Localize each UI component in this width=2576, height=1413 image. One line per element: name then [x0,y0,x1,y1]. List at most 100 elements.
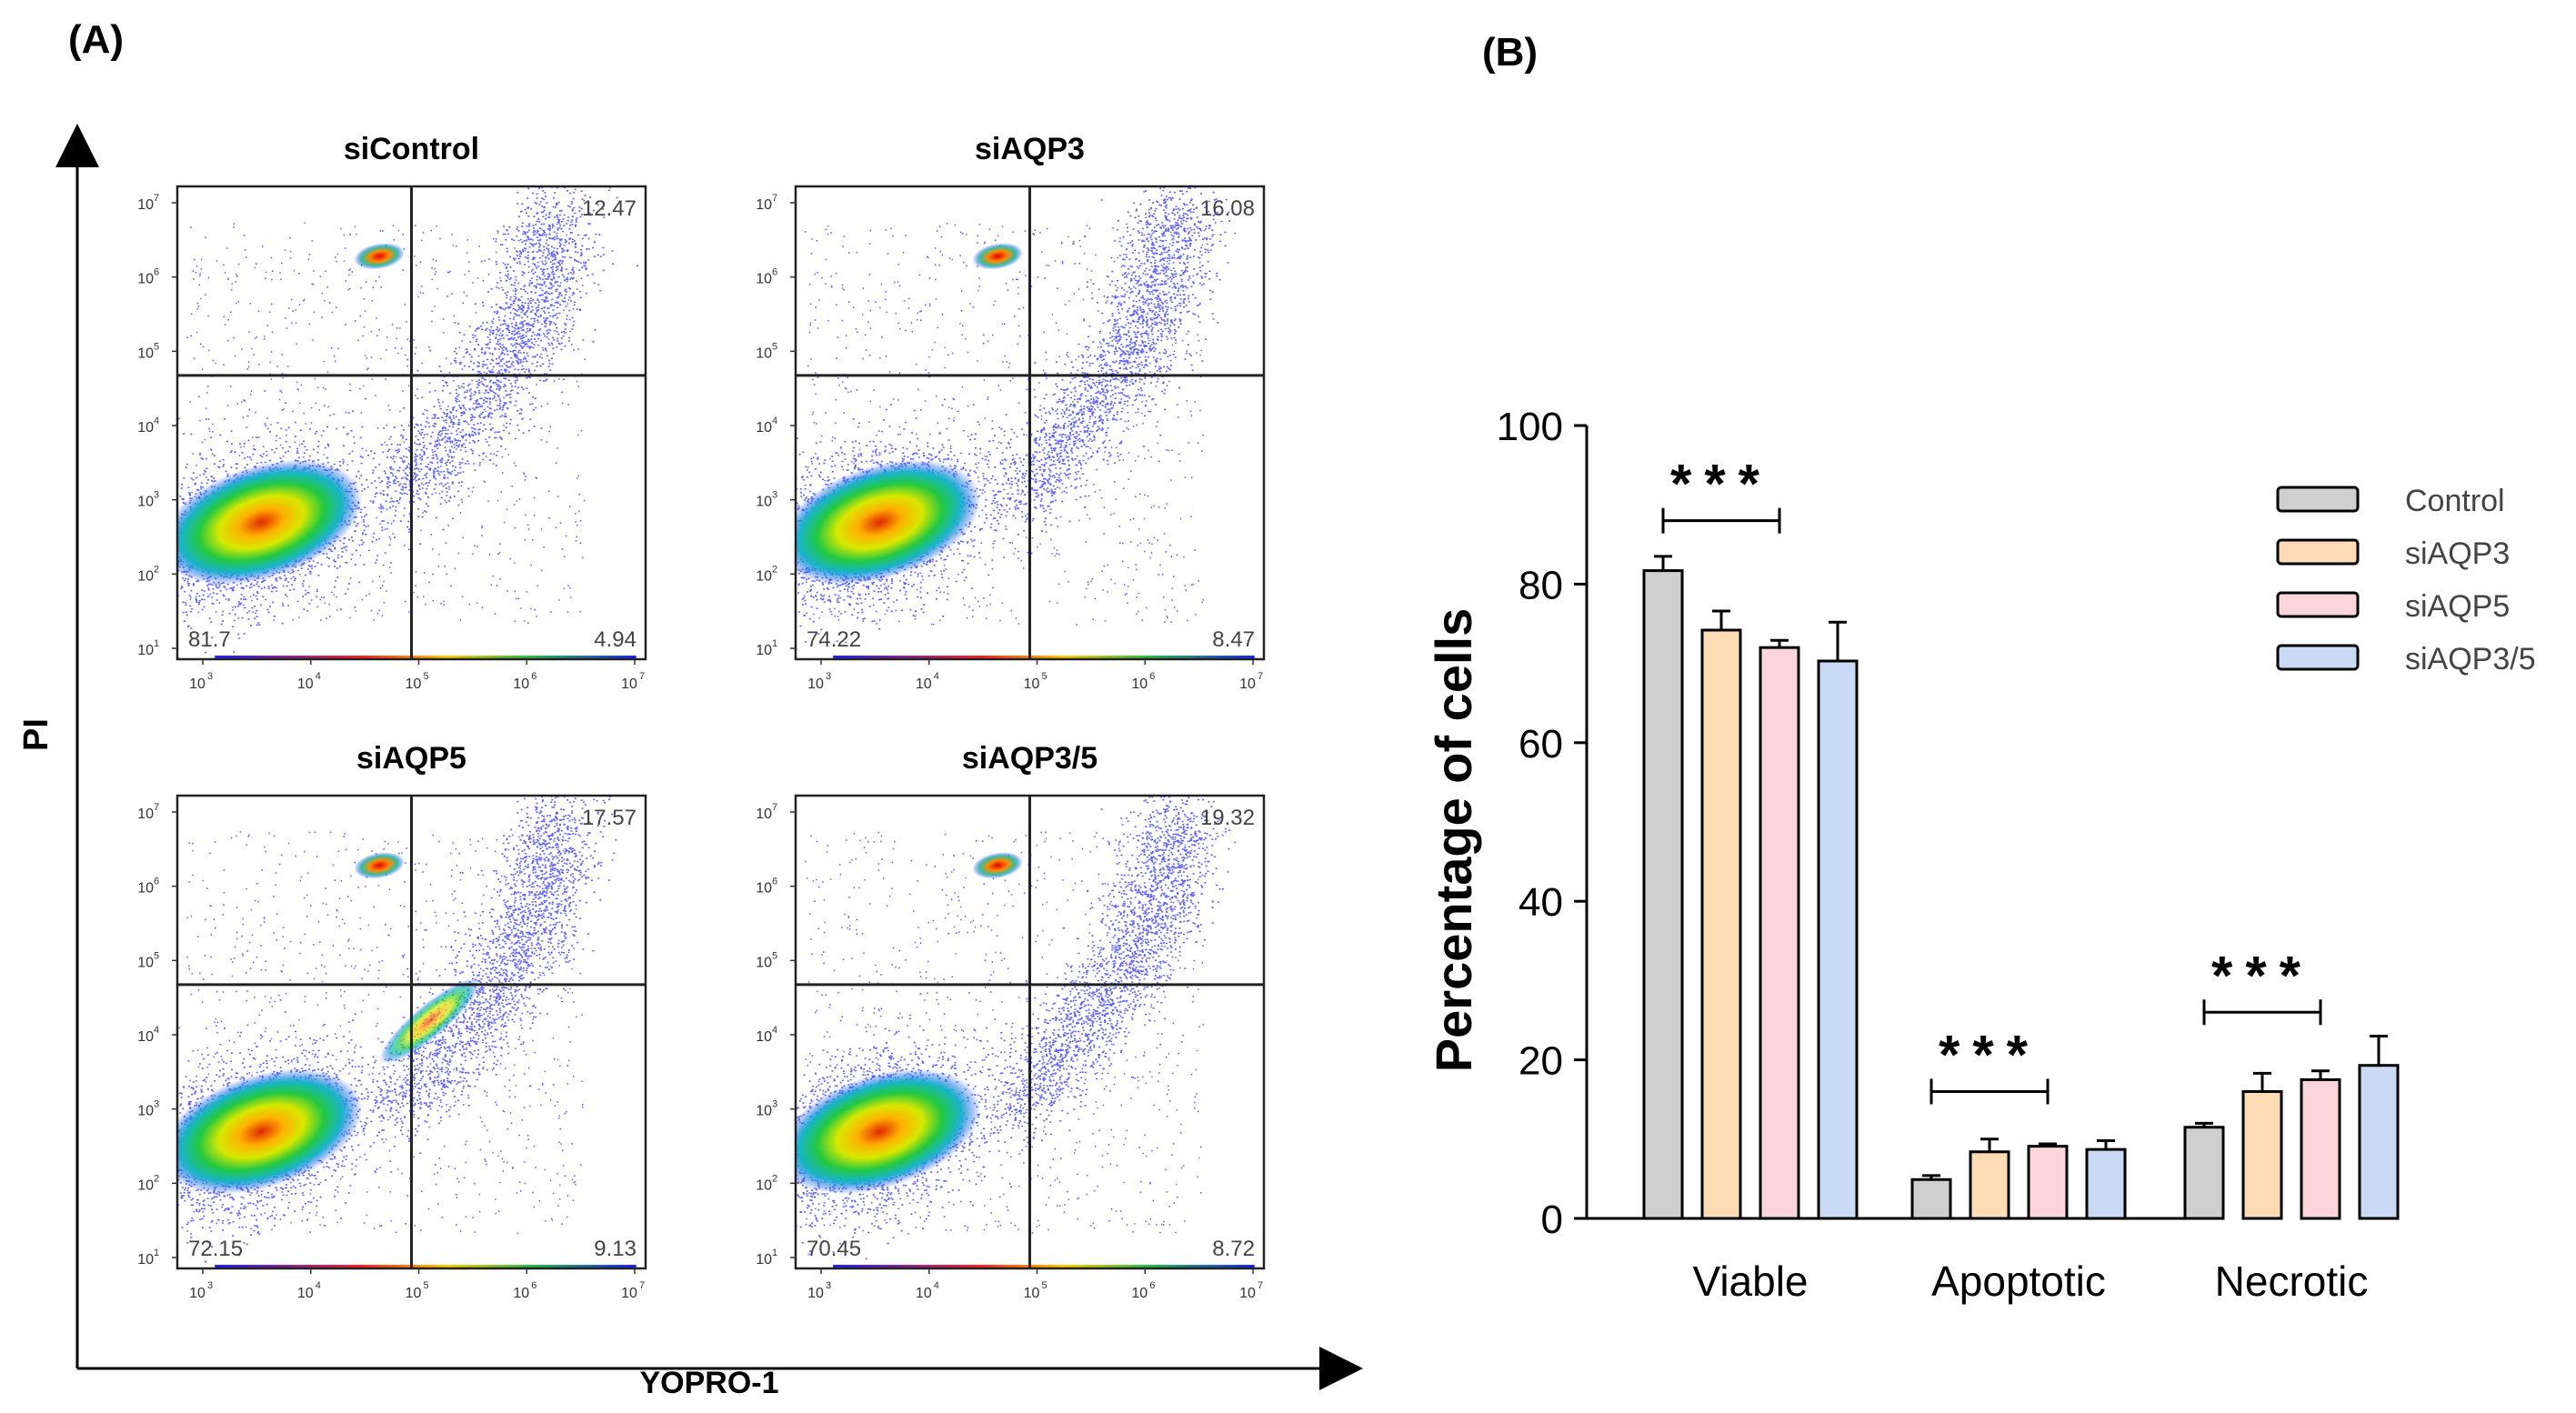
x-tick-exponent: 4 [316,671,321,682]
baseline-strip [215,1265,636,1268]
x-tick-exponent: 6 [1149,671,1155,682]
x-tick-label: 10 [621,1286,637,1301]
plot-title: siAQP5 [356,741,466,776]
y-tick-label: 10 [137,1104,154,1119]
y-tick-exponent: 3 [772,1099,777,1110]
x-tick-exponent: 7 [1258,1280,1263,1291]
y-tick-label: 10 [137,807,154,822]
legend-swatch [2276,486,2360,513]
population-blob [796,459,981,586]
significance-stars: *** [2211,945,2313,1006]
x-tick-exponent: 6 [1149,1280,1155,1291]
y-tick-label: 0 [1541,1198,1563,1242]
bar [2085,1147,2127,1220]
category-label: Apoptotic [1931,1258,2106,1305]
bar [2300,1077,2341,1220]
bar [1817,659,1859,1220]
y-tick-label: 10 [137,1252,154,1268]
quadrant-lower-right-value: 4.94 [594,627,636,652]
category-label: Necrotic [2215,1258,2369,1305]
quadrant-upper-right-value: 17.57 [582,806,636,830]
quadrant-lower-right-value: 8.47 [1212,627,1255,652]
y-tick-label: 10 [756,643,772,658]
x-tick-label: 10 [189,1286,205,1301]
bar [1969,1150,2010,1220]
population-blob [177,459,363,586]
bar [2027,1145,2069,1220]
bar [1642,569,1684,1220]
y-tick-label: 10 [756,568,772,584]
y-tick-label: 10 [137,568,154,584]
plot-title: siControl [344,132,479,166]
legend-label: siAQP3 [2405,536,2510,571]
x-tick-exponent: 3 [207,1280,213,1291]
y-tick-label: 10 [137,1178,154,1193]
x-tick-label: 10 [1024,1286,1040,1301]
y-tick-exponent: 6 [154,877,159,887]
x-tick-exponent: 3 [826,1280,831,1291]
bar [1700,628,1742,1220]
quadrant-lower-left-value: 74.22 [807,627,861,652]
y-tick-label: 10 [137,955,154,970]
necrotic-cluster [354,243,405,270]
y-tick-exponent: 6 [772,267,777,278]
y-tick-exponent: 5 [772,950,777,961]
y-tick-exponent: 5 [154,950,159,961]
y-tick-exponent: 6 [772,877,777,887]
y-tick-exponent: 2 [154,1173,159,1184]
x-tick-exponent: 5 [1042,671,1047,682]
y-tick-label: 10 [756,346,772,361]
x-tick-exponent: 4 [934,671,939,682]
x-tick-exponent: 5 [424,671,429,682]
quadrant-upper-right-value: 19.32 [1200,806,1255,830]
necrotic-cluster [354,852,405,879]
y-tick-exponent: 7 [154,193,159,204]
y-axis-label: Percentage of cells [1425,608,1482,1072]
y-tick-label: 10 [756,495,772,510]
panel-a-x-axis-label: YOPRO-1 [639,1366,778,1400]
x-tick-exponent: 6 [531,1280,536,1291]
x-tick-label: 10 [406,676,422,692]
y-tick-label: 10 [756,807,772,822]
y-tick-label: 10 [137,272,154,287]
x-tick-label: 10 [513,1286,529,1301]
necrotic-cluster [972,852,1023,879]
necrotic-cluster [972,243,1023,270]
scatter-layer [177,186,638,654]
y-tick-exponent: 5 [772,341,777,352]
y-tick-exponent: 7 [154,802,159,813]
bar [2241,1089,2283,1220]
bar [2358,1064,2400,1220]
plot-title: siAQP3 [975,132,1085,166]
y-tick-label: 20 [1519,1039,1563,1084]
x-tick-exponent: 7 [639,671,645,682]
y-tick-label: 10 [756,881,772,897]
x-tick-exponent: 7 [1258,671,1263,682]
y-tick-label: 10 [756,1252,772,1268]
x-tick-label: 10 [406,1286,422,1301]
y-tick-label: 10 [756,420,772,436]
y-tick-exponent: 3 [772,490,777,501]
x-tick-label: 10 [297,676,314,692]
baseline-strip [833,656,1255,658]
y-tick-label: 40 [1519,880,1563,925]
legend-swatch [2276,538,2360,566]
y-tick-exponent: 2 [772,564,777,575]
x-tick-label: 10 [1131,1286,1148,1301]
y-tick-label: 10 [137,1029,154,1045]
x-tick-label: 10 [807,1286,824,1301]
quadrant-lower-right-value: 8.72 [1212,1237,1255,1261]
y-tick-exponent: 4 [772,1025,777,1036]
x-tick-label: 10 [916,676,932,692]
scatter-layer [796,186,1237,659]
quadrant-lower-left-value: 70.45 [807,1237,861,1261]
x-tick-label: 10 [621,676,637,692]
y-tick-label: 80 [1519,563,1563,607]
y-tick-exponent: 3 [154,1099,159,1110]
y-tick-label: 10 [137,420,154,436]
